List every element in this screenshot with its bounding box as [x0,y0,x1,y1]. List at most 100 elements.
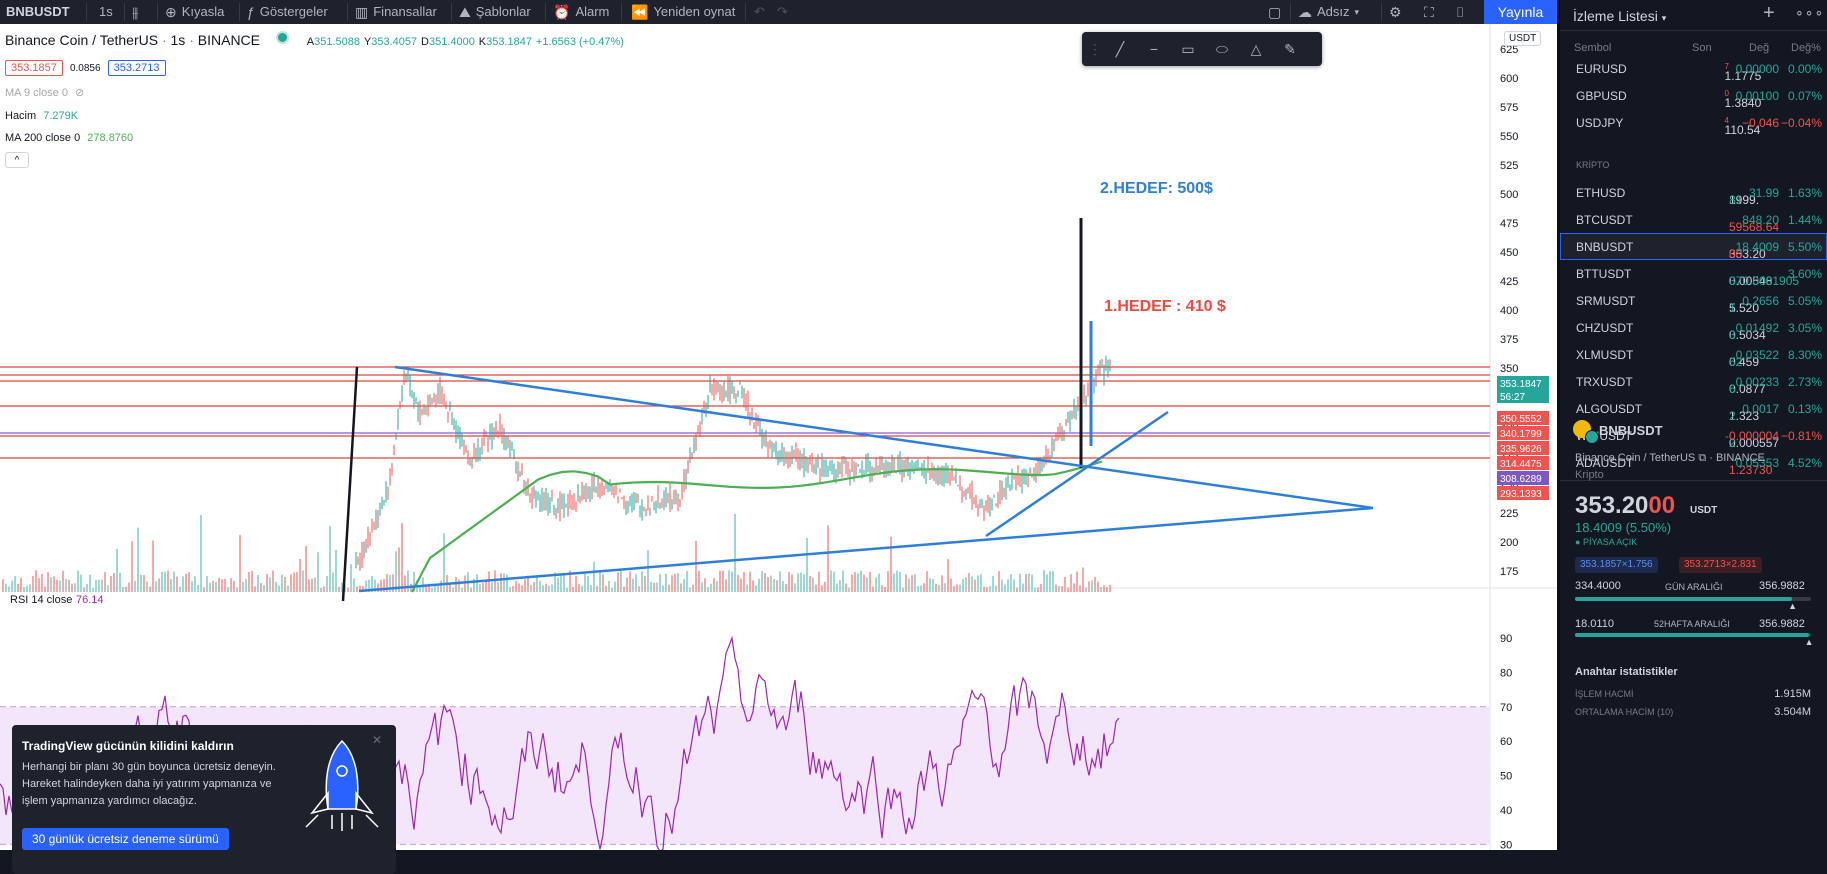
currency-label[interactable]: USDT [1504,31,1542,46]
layout-name-menu[interactable]: ☁ Adsız ▾ [1298,0,1359,24]
financials-button[interactable]: ▥ Finansallar [355,0,437,24]
collapse-legend-button[interactable]: ^ [5,152,29,168]
free-trial-button[interactable]: 30 günlük ücretsiz deneme sürümü [22,828,229,850]
layout-toggle-button[interactable]: ▢ [1268,0,1281,24]
price-tick-label: 225 [1500,508,1518,520]
volume-bar [512,585,514,592]
details-symbol[interactable]: BNBUSDT [1599,423,1663,438]
templates-button[interactable]: ⛰ Şablonlar [459,0,531,24]
volume-bar [281,574,283,592]
eye-crossed-icon[interactable]: ⊘ [75,87,85,99]
watchlist-row-winusdt[interactable]: WINUSDT 0.000557 2 -0.000004 −0.81% [1560,422,1827,450]
watchlist-row-algousdt[interactable]: ALGOUSDT 1.323 2 0.0017 0.13% [1560,395,1827,423]
volume-bar [983,586,985,592]
watchlist-row-trxusdt[interactable]: TRXUSDT 0.0877 6 0.00233 2.73% [1560,368,1827,396]
chart-type-button[interactable]: ⫵ [132,0,138,24]
change-value: +1.6563 (+0.47%) [535,36,624,48]
redo-button[interactable]: ↷ [777,0,788,24]
price-tick-label: 625 [1500,44,1518,56]
details-name[interactable]: Binance Coin / TetherUS ⧉ · BINANCE [1575,452,1765,464]
series-legend[interactable]: Binance Coin / TetherUS · 1s · BINANCE A… [5,31,624,48]
last-main: 59568.64 [1729,220,1780,234]
fullscreen-button[interactable]: ⛶ [1424,0,1434,24]
watchlist-row-gbpusd[interactable]: GBPUSD 1.3840 0 0.00100 0.07% [1560,82,1827,110]
volume-bar [635,574,637,592]
watchlist-row-usdjpy[interactable]: USDJPY 110.54 4 −0.046 −0.04% [1560,109,1827,137]
column-symbol-header[interactable]: Sembol [1574,42,1612,54]
watchlist-more-button[interactable]: ∘∘∘ [1795,4,1824,21]
undo-button[interactable]: ↶ [754,0,765,24]
watchlist-row-btcusdt[interactable]: BTCUSDT 59568.64 848.20 1.44% [1560,206,1827,234]
compare-button[interactable]: ⊕ Kıyasla [165,0,224,24]
volume-bar [614,581,616,592]
volume-bar [515,581,517,592]
watchlist-row-srmusdt[interactable]: SRMUSDT 5.520 1 0.2656 5.05% [1560,287,1827,315]
ma200-legend[interactable]: MA 200 close 0 278.8760 [5,132,133,144]
volume-bar [1067,587,1069,592]
stat-avg-volume-label: ORTALAMA HACİM (10) [1575,707,1674,717]
ma9-legend[interactable]: MA 9 close 0 ⊘ [5,86,84,99]
chart-area[interactable]: 6256005755505255004754504254003753503253… [0,24,1557,874]
watchlist-row-bnbusdt[interactable]: BNBUSDT 353.20 00 18.4009 5.50% [1560,233,1827,261]
symbol-search[interactable]: BNBUSDT [6,0,70,24]
watchlist-row-ethusd[interactable]: ETHUSD 1999. 81 31.99 1.63% [1560,179,1827,207]
trendline-tool[interactable]: ╱ [1106,35,1134,63]
watchlist-row-xlmusdt[interactable]: XLMUSDT 0.459 52 0.03522 8.30% [1560,341,1827,369]
ellipse-tool[interactable]: ⬭ [1208,35,1236,63]
close-icon[interactable]: ✕ [371,733,383,747]
volume-bar [470,587,472,592]
sell-price-box[interactable]: 353.1857 [5,60,63,76]
volume-bar [842,570,844,592]
replay-button[interactable]: ⏪ Yeniden oynat [631,0,735,24]
volume-bar [197,584,199,592]
watchlist-menu[interactable]: İzleme Listesi ▾ [1573,8,1666,24]
watchlist-row-bttusdt[interactable]: BTTUSDT 0.00548 370.0001905 3.60% [1560,260,1827,288]
alarm-clock-icon: ⏰ [553,4,571,20]
volume-bar [113,573,115,592]
horizontal-line-tool[interactable]: − [1140,35,1168,63]
alert-button[interactable]: ⏰ Alarm [553,0,609,24]
watchlist-row-eurusd[interactable]: EURUSD 1.1775 7 0.00000 0.00% [1560,55,1827,83]
volume-bar [884,586,886,592]
rectangle-tool[interactable]: ▭ [1174,35,1202,63]
volume-bar [650,581,652,592]
volume-bar [176,576,178,592]
column-last-header[interactable]: Son [1692,42,1712,54]
price-tag-bg [1497,426,1549,440]
target-1-annotation[interactable]: 1.HEDEF : 410 $ [1104,298,1226,315]
last-main: 110.54 [1724,123,1761,137]
settings-button[interactable]: ⚙ [1389,0,1402,24]
target-2-annotation[interactable]: 2.HEDEF: 500$ [1100,180,1213,197]
volume-bar [683,579,685,592]
volume-bar [926,571,928,592]
rsi-line [0,635,1120,850]
volume-bar [1019,573,1021,592]
interval-selector[interactable]: 1s [99,0,113,24]
add-symbol-button[interactable]: + [1763,2,1775,25]
templates-label: Şablonlar [475,4,531,19]
volume-bar [899,571,901,592]
plus-circle-icon: ⊕ [165,4,177,20]
volume-legend[interactable]: Hacim 7.279K [5,110,78,122]
watchlist-row-chzusdt[interactable]: CHZUSDT 0.5034 3 0.01492 3.05% [1560,314,1827,342]
drag-handle-icon[interactable]: ⋮ [1088,40,1102,57]
column-percent-header[interactable]: Değ% [1791,42,1821,54]
camera-icon: ⌷ [1456,4,1465,20]
watchlist-row-adausdt[interactable]: ADAUSDT 1.23730 0.05353 4.52% [1560,449,1827,477]
price-tick-label: 375 [1500,334,1518,346]
volume-bar [542,585,544,592]
trendline-drawings[interactable] [341,218,1374,602]
snapshot-button[interactable]: ⌷ [1456,0,1464,24]
triangle-tool[interactable]: △ [1242,35,1270,63]
market-status: ● PİYASA AÇIK [1575,537,1637,547]
buy-price-box[interactable]: 353.2713 [107,60,166,76]
volume-bar [110,576,112,592]
volume-bar [527,575,529,592]
rsi-axis[interactable]: 90 80 70 60 50 40 30 [1500,633,1512,850]
publish-button[interactable]: Yayınla [1484,0,1557,24]
indicators-button[interactable]: ƒ Göstergeler [247,0,328,24]
column-change-header[interactable]: Değ [1749,42,1770,54]
watchlist-title: İzleme Listesi [1573,8,1658,24]
brush-tool[interactable]: ✎ [1276,35,1304,63]
volume-bar [791,574,793,592]
